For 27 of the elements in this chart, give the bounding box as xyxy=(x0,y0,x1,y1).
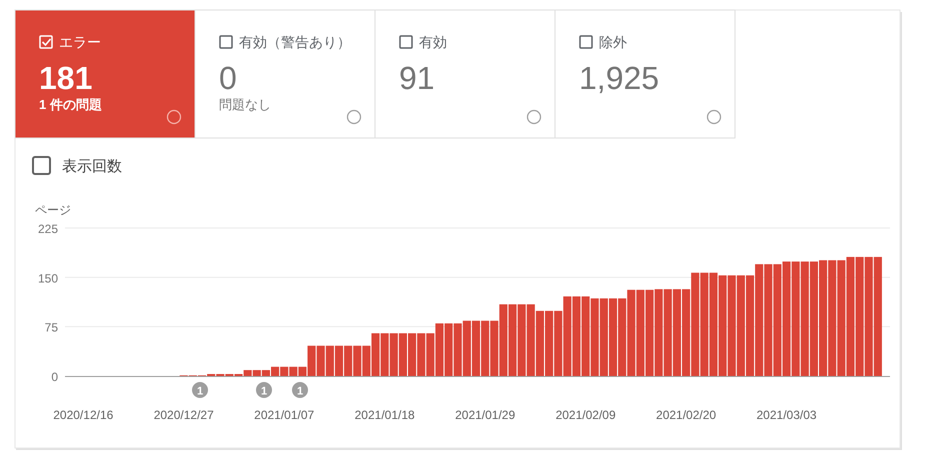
x-tick-label: 2021/01/18 xyxy=(354,408,416,422)
y-tick-label: 75 xyxy=(44,320,58,335)
text: 1 xyxy=(260,386,268,398)
y-tick-label: 150 xyxy=(38,271,58,286)
x-tick-label: 2020/12/27 xyxy=(154,408,214,422)
x-tick-label: 2021/01/29 xyxy=(455,408,516,422)
text: 表示回数 xyxy=(62,158,122,175)
text: 181 xyxy=(39,60,92,96)
category-label: エラー xyxy=(59,34,101,50)
x-tick-label: 2021/02/09 xyxy=(556,408,616,422)
category-label: 有効 xyxy=(419,34,447,50)
text: 0 xyxy=(219,60,237,96)
x-tick-label: 2021/03/03 xyxy=(756,408,817,422)
text: 1 件の問題 xyxy=(39,97,102,112)
text: 1 xyxy=(196,386,204,398)
text: 問題なし xyxy=(219,97,271,112)
x-tick-label: 2021/01/07 xyxy=(254,408,315,422)
category-label: 除外 xyxy=(599,34,627,50)
text: 1,925 xyxy=(579,60,660,96)
y-tick-label: 0 xyxy=(51,370,58,384)
x-tick-label: 2020/12/16 xyxy=(53,408,114,422)
y-tick-label: 225 xyxy=(38,222,58,236)
y-axis-title: ページ xyxy=(35,203,71,217)
x-tick-label: 2021/02/20 xyxy=(656,408,716,422)
category-label: 有効（警告あり） xyxy=(239,34,351,50)
text: 91 xyxy=(399,60,435,96)
text: 1 xyxy=(296,386,304,398)
